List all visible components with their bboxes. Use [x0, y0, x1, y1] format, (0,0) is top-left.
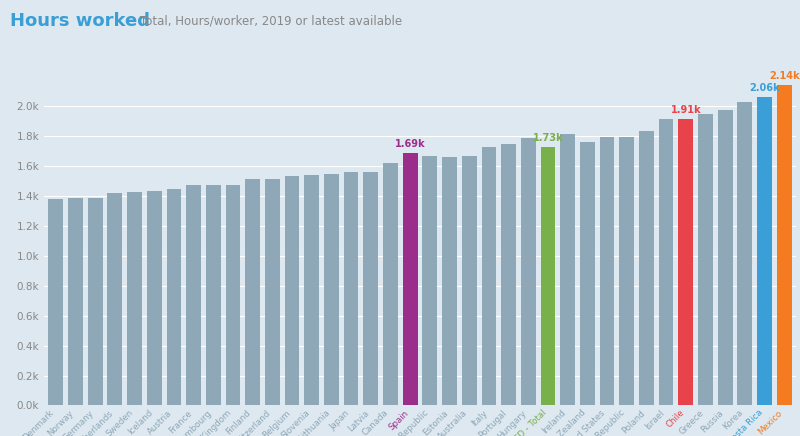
Bar	[541, 147, 555, 405]
Text: 1.91k: 1.91k	[670, 105, 701, 115]
Bar	[344, 172, 358, 405]
Bar	[757, 97, 772, 405]
Text: 2.06k: 2.06k	[749, 83, 780, 93]
Bar	[147, 191, 162, 405]
Bar	[698, 114, 713, 405]
Bar	[68, 198, 83, 405]
Bar	[49, 199, 63, 405]
Bar	[502, 143, 516, 405]
Bar	[88, 198, 102, 405]
Bar	[265, 179, 280, 405]
Text: 1.69k: 1.69k	[395, 139, 426, 149]
Bar	[127, 192, 142, 405]
Bar	[639, 131, 654, 405]
Text: 2.14k: 2.14k	[769, 71, 799, 81]
Bar	[304, 175, 319, 405]
Bar	[324, 174, 338, 405]
Bar	[482, 147, 496, 405]
Text: Total, Hours/worker, 2019 or latest available: Total, Hours/worker, 2019 or latest avai…	[140, 14, 402, 27]
Bar	[738, 102, 752, 405]
Text: 1.73k: 1.73k	[533, 133, 563, 143]
Bar	[422, 156, 438, 405]
Text: Hours worked: Hours worked	[10, 12, 150, 30]
Bar	[777, 85, 791, 405]
Bar	[462, 156, 477, 405]
Bar	[658, 119, 674, 405]
Bar	[678, 119, 693, 405]
Bar	[246, 179, 260, 405]
Bar	[521, 138, 536, 405]
Bar	[442, 157, 457, 405]
Bar	[718, 110, 733, 405]
Bar	[206, 185, 221, 405]
Bar	[186, 185, 201, 405]
Bar	[580, 142, 594, 405]
Bar	[600, 137, 614, 405]
Bar	[107, 193, 122, 405]
Bar	[619, 137, 634, 405]
Bar	[363, 172, 378, 405]
Bar	[402, 153, 418, 405]
Bar	[285, 176, 299, 405]
Bar	[560, 134, 575, 405]
Bar	[226, 185, 240, 405]
Bar	[383, 163, 398, 405]
Bar	[166, 189, 182, 405]
